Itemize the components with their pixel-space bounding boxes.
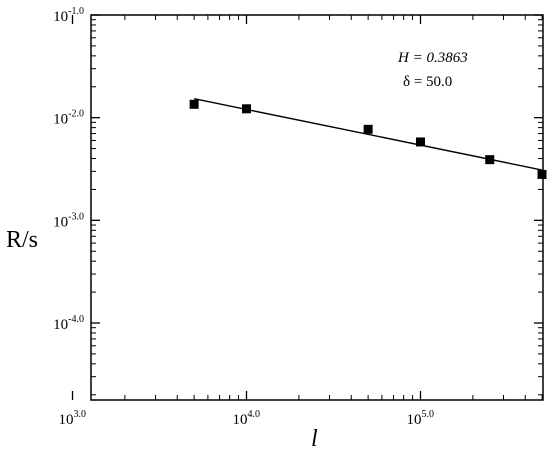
x-axis-ticks: 103.0 104.0 105.0 bbox=[59, 15, 543, 428]
fit-line-group bbox=[193, 98, 543, 171]
plot-frame bbox=[90, 14, 544, 401]
data-point bbox=[485, 155, 495, 165]
data-point bbox=[242, 104, 251, 114]
data-point bbox=[189, 99, 199, 109]
y-axis-title: R/s bbox=[6, 227, 38, 253]
annotation-delta: δ = 50.0 bbox=[403, 74, 452, 90]
y-tick-label: 10-2.0 bbox=[53, 109, 84, 128]
x-tick-label: 104.0 bbox=[233, 409, 261, 428]
y-tick-label: 10-1.0 bbox=[53, 6, 84, 25]
fit-line bbox=[193, 98, 543, 171]
annotation-hurst: H = 0.3863 bbox=[397, 50, 468, 66]
x-axis-title: l bbox=[311, 426, 318, 452]
y-axis-ticks: 10-1.0 10-2.0 10-3.0 10-4.0 bbox=[53, 6, 543, 396]
data-points bbox=[189, 99, 547, 179]
x-tick-label: 103.0 bbox=[59, 409, 87, 428]
data-point bbox=[537, 169, 547, 179]
data-point bbox=[416, 137, 425, 147]
y-tick-label: 10-3.0 bbox=[53, 211, 84, 230]
y-tick-label: 10-4.0 bbox=[53, 314, 84, 333]
x-tick-label: 105.0 bbox=[407, 409, 435, 428]
data-point bbox=[363, 124, 373, 134]
